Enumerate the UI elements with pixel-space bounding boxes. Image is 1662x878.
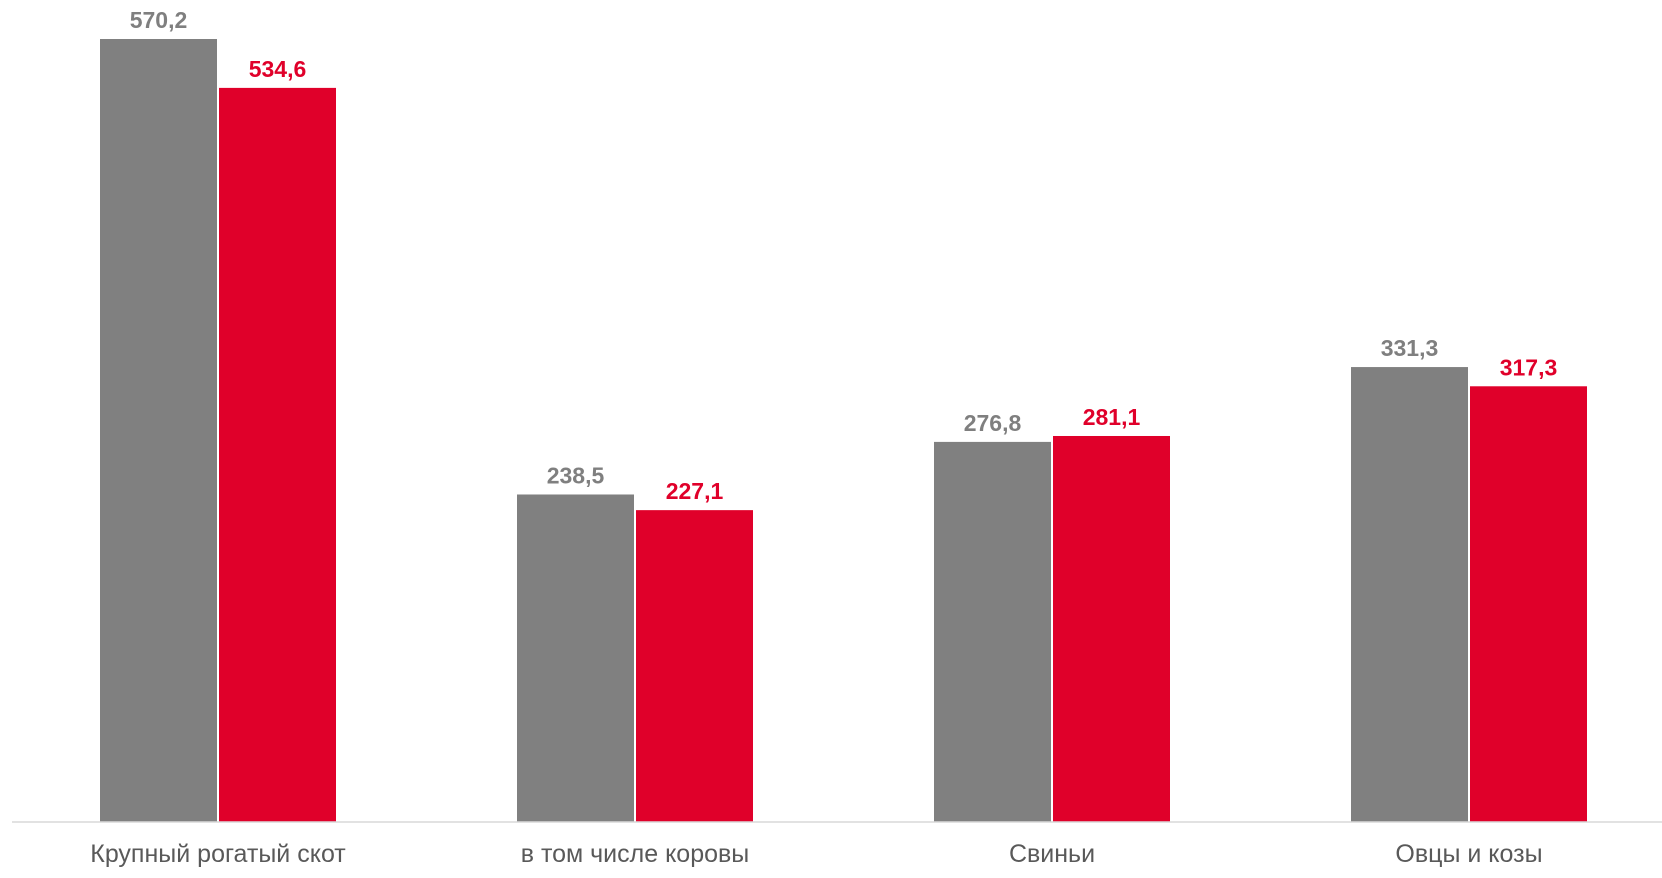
bar-series1-cat2 [517, 494, 634, 822]
category-label-3: Свиньи [1009, 840, 1095, 868]
bar-series2-cat3 [1053, 435, 1170, 822]
value-label-series1-cat4: 331,3 [1381, 335, 1439, 361]
category-label-1: Крупный рогатый скот [90, 840, 346, 868]
value-label-series2-cat4: 317,3 [1500, 354, 1558, 380]
value-label-series2-cat3: 281,1 [1083, 404, 1141, 430]
value-label-series2-cat1: 534,6 [249, 56, 307, 82]
category-label-4: Овцы и козы [1395, 840, 1542, 868]
bar-series1-cat4 [1351, 367, 1468, 822]
bar-series2-cat1 [219, 87, 336, 823]
bar-series1-cat3 [934, 441, 1051, 822]
value-label-series1-cat2: 238,5 [547, 462, 605, 488]
value-label-series1-cat1: 570,2 [130, 7, 188, 33]
category-label-2: в том числе коровы [521, 840, 750, 868]
value-label-series1-cat3: 276,8 [964, 410, 1022, 436]
bar-series1-cat1 [100, 39, 217, 822]
bar-series2-cat2 [636, 510, 753, 822]
category-labels-group: Крупный рогатый скот в том числе коровы Св… [90, 840, 1542, 868]
value-label-series2-cat2: 227,1 [666, 478, 724, 504]
value-labels-group: 570,2 534,6 238,5 227,1 276,8 281,1 331,3 317,3 [130, 7, 1558, 504]
bar-series2-cat4 [1470, 386, 1587, 822]
bars-group [100, 39, 1587, 823]
